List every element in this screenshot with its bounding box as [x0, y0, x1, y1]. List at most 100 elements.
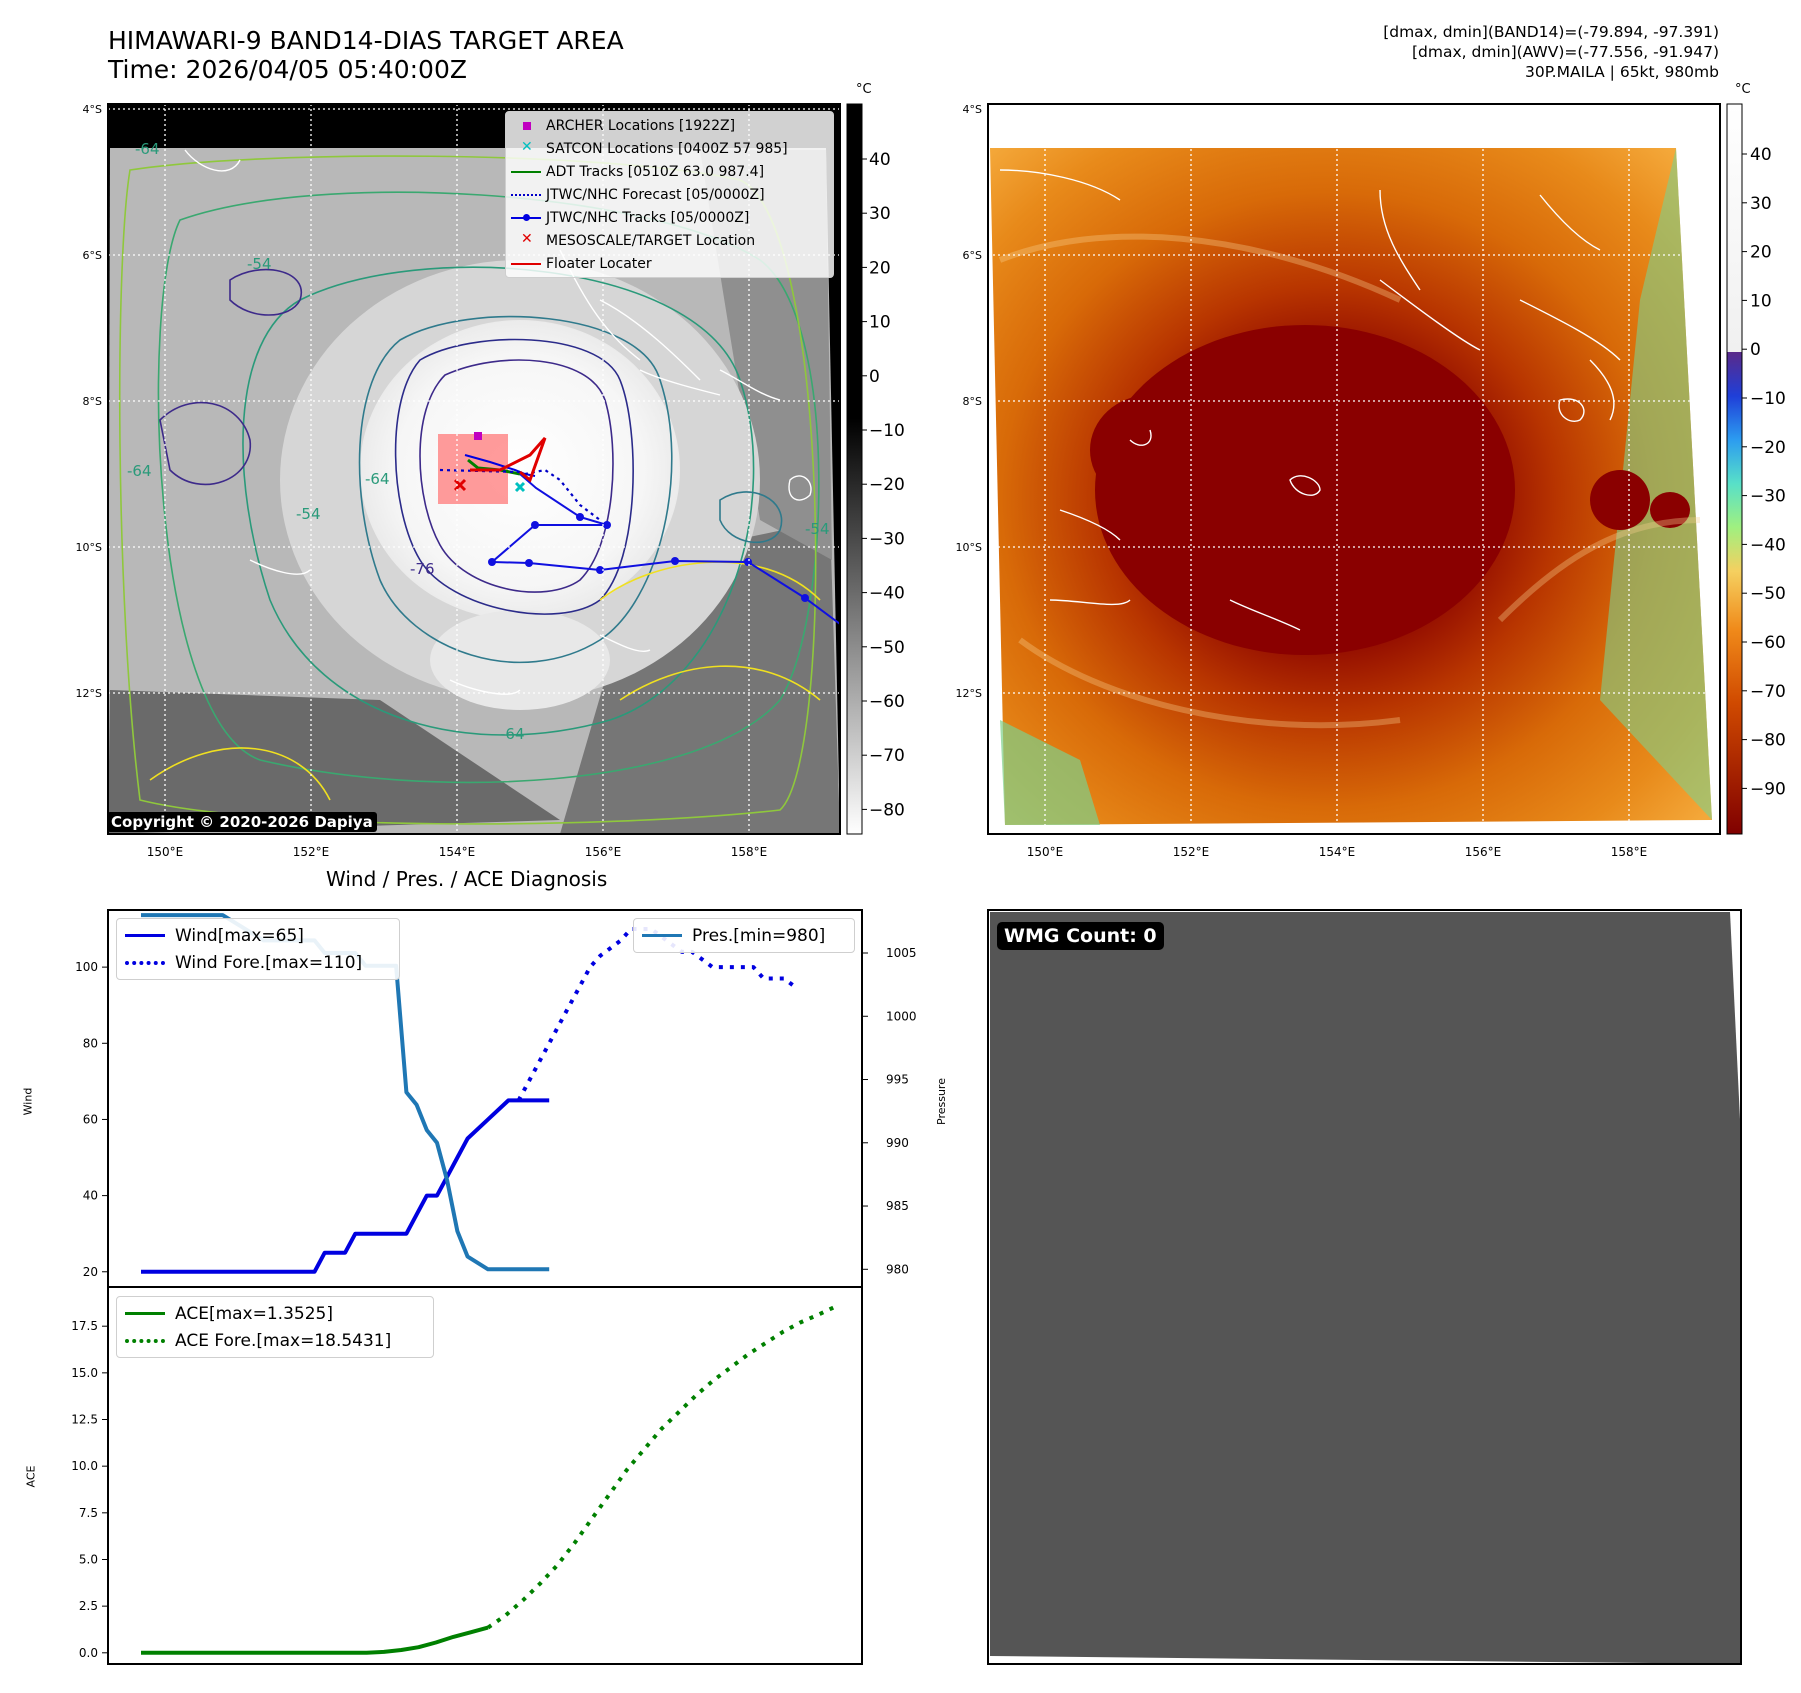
- legend-floater-label: Floater Locater: [546, 255, 652, 272]
- legend-wind: Wind[max=65]: [117, 922, 399, 949]
- lon-tick-label: 150°E: [147, 845, 184, 859]
- ir-colorbar-label: −70: [869, 746, 905, 766]
- ace-y-tick-label: 15.0: [71, 1366, 98, 1380]
- awv-colorbar-unit: °C: [1735, 82, 1751, 97]
- lat-tick-label: 8°S: [963, 395, 982, 408]
- ir-colorbar-label: 20: [869, 258, 891, 278]
- wind-line-icon: [125, 934, 165, 937]
- lon-tick-label: 156°E: [1465, 845, 1502, 859]
- pressure-axis-label: Pressure: [934, 1078, 948, 1125]
- adt-line-icon: [511, 171, 541, 173]
- contour-label: -64: [365, 470, 390, 488]
- legend-target-label: MESOSCALE/TARGET Location: [546, 232, 756, 249]
- ace-y-tick-label: 7.5: [79, 1506, 98, 1520]
- figure-title: HIMAWARI-9 BAND14-DIAS TARGET AREA: [108, 26, 624, 55]
- awv-colorbar-label: 0: [1750, 340, 1761, 360]
- lon-tick-label: 152°E: [1173, 845, 1210, 859]
- lon-tick-label: 156°E: [585, 845, 622, 859]
- pressure-y-tick-label: 985: [886, 1199, 909, 1213]
- ace-y-tick-label: 0.0: [79, 1646, 98, 1660]
- ir-colorbar-label: −80: [869, 800, 905, 820]
- lon-tick-label: 158°E: [731, 845, 768, 859]
- awv-colorbar-label: −70: [1750, 682, 1786, 702]
- contour-label: -54: [805, 520, 830, 538]
- ace-y-tick-label: 2.5: [79, 1599, 98, 1613]
- ir-colorbar-label: 30: [869, 204, 891, 224]
- contour-label: -54: [296, 505, 321, 523]
- pressure-line-icon: [642, 934, 682, 937]
- awv-colorbar-label: 20: [1750, 243, 1772, 263]
- awv-image: [988, 104, 1720, 834]
- target-x-icon: ✕: [521, 231, 533, 247]
- lon-tick-label: 154°E: [1319, 845, 1356, 859]
- tracks-dot-icon: [523, 214, 530, 221]
- wind-axis-label: Wind: [21, 1087, 35, 1116]
- ace-axis-label: ACE: [24, 1465, 38, 1488]
- legend-archer-label: ARCHER Locations [1922Z]: [546, 117, 736, 134]
- floater-line-icon: [511, 263, 541, 265]
- awv-colorbar-label: −80: [1750, 731, 1786, 751]
- legend-ace-forecast-label: ACE Fore.[max=18.5431]: [175, 1330, 392, 1351]
- wind-forecast-series-line: [516, 927, 796, 1102]
- pressure-y-tick-label: 980: [886, 1262, 909, 1276]
- ace-series-line: [141, 1625, 489, 1655]
- info-awv-range: [dmax, dmin](AWV)=(-77.556, -91.947): [1412, 43, 1719, 61]
- awv-colorbar-label: −10: [1750, 389, 1786, 409]
- legend-target: ✕ MESOSCALE/TARGET Location: [506, 229, 833, 252]
- contour-label: -64: [500, 725, 525, 743]
- legend-adt: ADT Tracks [0510Z 63.0 987.4]: [506, 160, 833, 183]
- lat-tick-label: 12°S: [956, 687, 982, 700]
- lat-tick-label: 4°S: [83, 103, 102, 116]
- contour-label: -76: [410, 560, 435, 578]
- awv-colorbar-label: −20: [1750, 438, 1786, 458]
- legend-floater: Floater Locater: [506, 252, 833, 275]
- pressure-y-tick-label: 1000: [886, 1009, 917, 1023]
- wind-legend: Wind[max=65] Wind Fore.[max=110]: [116, 918, 400, 980]
- legend-wind-forecast: Wind Fore.[max=110]: [117, 949, 399, 976]
- pressure-y-tick-label: 995: [886, 1073, 909, 1087]
- ace-y-tick-label: 12.5: [71, 1413, 98, 1427]
- lat-tick-label: 10°S: [956, 541, 982, 554]
- ir-legend: ARCHER Locations [1922Z] ✕ SATCON Locati…: [505, 111, 834, 278]
- ir-colorbar-unit: °C: [856, 82, 872, 97]
- lat-tick-label: 8°S: [83, 395, 102, 408]
- contour-label: -64: [127, 462, 152, 480]
- awv-colorbar-label: −50: [1750, 584, 1786, 604]
- ace-y-tick-label: 17.5: [71, 1319, 98, 1333]
- wmg-count-badge: WMG Count: 0: [997, 922, 1164, 950]
- awv-colorbar-label: −60: [1750, 633, 1786, 653]
- wind-y-tick-label: 40: [83, 1189, 98, 1203]
- lat-tick-label: 6°S: [83, 249, 102, 262]
- wind-forecast-dotted-icon: [125, 961, 165, 965]
- pressure-legend: Pres.[min=980]: [633, 918, 855, 953]
- figure-time: Time: 2026/04/05 05:40:00Z: [108, 55, 467, 84]
- awv-colorbar-label: 30: [1750, 194, 1772, 214]
- pressure-y-tick-label: 1005: [886, 946, 917, 960]
- contour-label: -64: [135, 140, 160, 158]
- lon-tick-label: 150°E: [1027, 845, 1064, 859]
- legend-pressure-label: Pres.[min=980]: [692, 925, 826, 946]
- ir-colorbar-label: −20: [869, 475, 905, 495]
- awv-colorbar: [1726, 103, 1743, 835]
- lon-tick-label: 158°E: [1611, 845, 1648, 859]
- awv-colorbar-label: −90: [1750, 779, 1786, 799]
- ace-line-icon: [125, 1312, 165, 1315]
- wind-y-tick-label: 80: [83, 1036, 98, 1050]
- copyright-badge: Copyright © 2020-2026 Dapiya: [107, 812, 377, 832]
- ace-legend: ACE[max=1.3525] ACE Fore.[max=18.5431]: [116, 1296, 434, 1358]
- contour-label: -54: [247, 255, 272, 273]
- legend-adt-label: ADT Tracks [0510Z 63.0 987.4]: [546, 163, 765, 180]
- awv-colorbar-label: −40: [1750, 535, 1786, 555]
- lat-tick-label: 12°S: [76, 687, 102, 700]
- legend-archer: ARCHER Locations [1922Z]: [506, 114, 833, 137]
- awv-colorbar-label: −30: [1750, 487, 1786, 507]
- diagnosis-title: Wind / Pres. / ACE Diagnosis: [326, 867, 608, 891]
- legend-jtwc-forecast-label: JTWC/NHC Forecast [05/0000Z]: [546, 186, 765, 203]
- legend-ace-label: ACE[max=1.3525]: [175, 1303, 333, 1324]
- wind-series-line: [141, 1098, 550, 1274]
- legend-wind-forecast-label: Wind Fore.[max=110]: [175, 952, 363, 973]
- forecast-dotted-icon: [511, 194, 541, 196]
- lat-tick-label: 4°S: [963, 103, 982, 116]
- legend-jtwc-tracks: JTWC/NHC Tracks [05/0000Z]: [506, 206, 833, 229]
- wind-y-tick-label: 20: [83, 1265, 98, 1279]
